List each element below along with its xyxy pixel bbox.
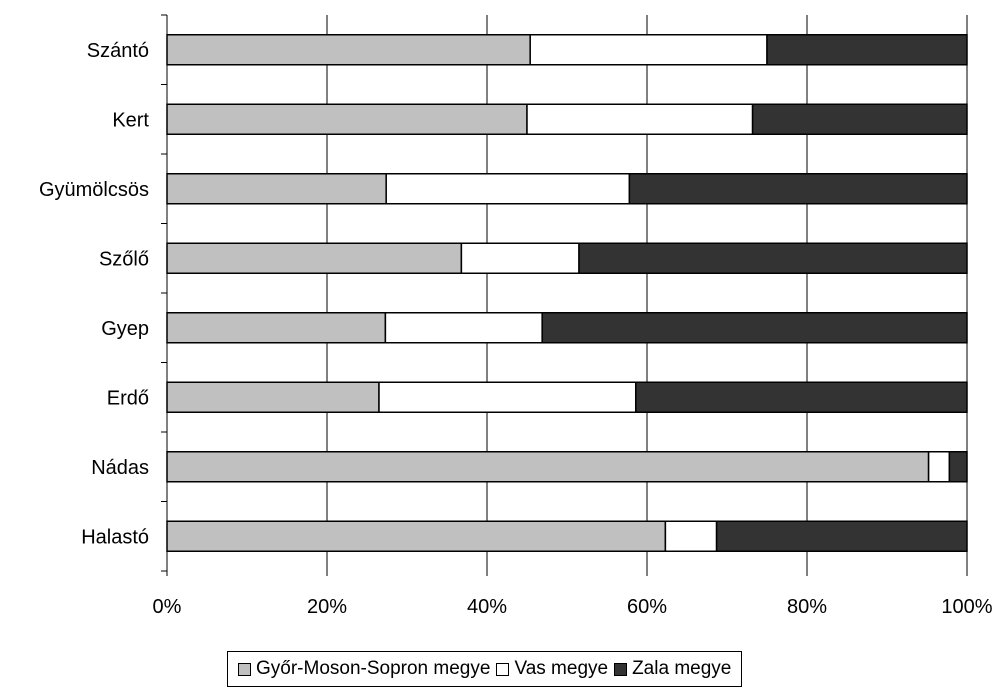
bar-segment-2: [664, 520, 718, 552]
category-label: Gyümölcsös: [39, 179, 149, 201]
bar-segment-3: [578, 242, 968, 274]
bar-segment-1: [166, 34, 531, 66]
bar-segment-3: [628, 173, 968, 205]
bar-segment-1: [166, 312, 387, 344]
x-tick-label: 40%: [467, 596, 507, 618]
category-label: Szőlő: [99, 248, 149, 270]
bar-segment-3: [715, 520, 968, 552]
legend-label: Vas megye: [514, 658, 609, 679]
bar-segment-2: [526, 103, 754, 135]
legend-swatch: [238, 662, 251, 676]
legend-item: Zala megye: [614, 658, 731, 680]
bar-segment-1: [166, 520, 667, 552]
legend-label: Zala megye: [632, 658, 732, 679]
bar-segment-2: [529, 34, 768, 66]
bar-segment-1: [166, 451, 930, 483]
bar-segment-1: [166, 173, 387, 205]
bar-segment-2: [378, 381, 637, 413]
category-label: Kert: [112, 109, 149, 131]
bar-segment-2: [927, 451, 951, 483]
legend-item: Vas megye: [496, 658, 608, 680]
x-tick-label: 0%: [153, 596, 182, 618]
legend-swatch: [614, 662, 628, 676]
bar-segment-3: [541, 312, 968, 344]
bar-segment-3: [766, 34, 968, 66]
legend-item: Győr-Moson-Sopron megye: [238, 658, 490, 680]
bar-segment-3: [635, 381, 968, 413]
category-label: Szántó: [87, 40, 149, 62]
bar-segment-2: [460, 242, 580, 274]
bar-segment-3: [948, 451, 968, 483]
x-tick-label: 20%: [307, 596, 347, 618]
x-tick-label: 60%: [627, 596, 667, 618]
category-label: Halastó: [81, 526, 149, 548]
legend-label: Győr-Moson-Sopron megye: [256, 658, 491, 679]
bar-segment-2: [384, 312, 543, 344]
bar-segment-3: [751, 103, 968, 135]
category-label: Gyep: [101, 318, 149, 340]
x-tick-label: 100%: [941, 596, 992, 618]
bar-segment-1: [166, 103, 528, 135]
bar-segment-1: [166, 242, 463, 274]
category-label: Erdő: [107, 387, 149, 409]
bar-segment-1: [166, 381, 380, 413]
legend-swatch: [496, 662, 510, 676]
legend: Győr-Moson-Sopron megye Vas megye Zala meg…: [227, 651, 743, 687]
bar-segment-2: [385, 173, 631, 205]
x-tick-label: 80%: [787, 596, 827, 618]
category-label: Nádas: [91, 457, 149, 479]
